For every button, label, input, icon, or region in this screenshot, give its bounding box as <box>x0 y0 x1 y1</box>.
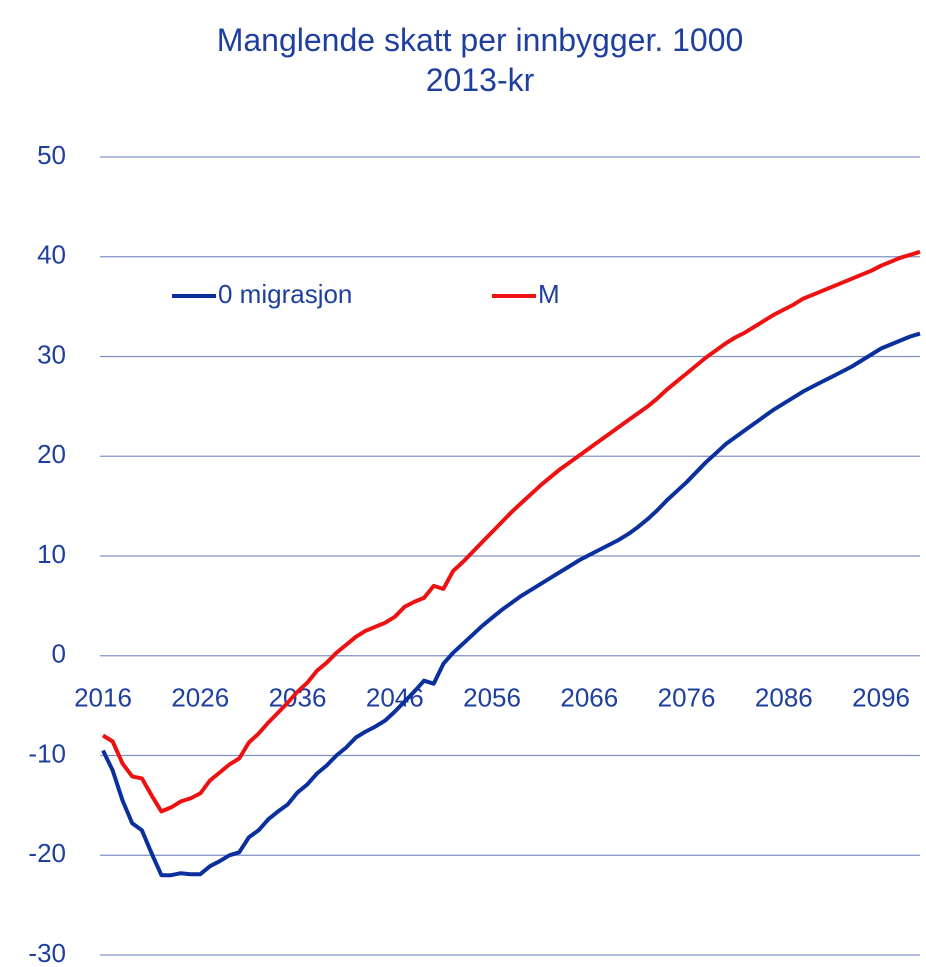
y-tick-label: -20 <box>28 838 66 868</box>
y-tick-label: 30 <box>37 339 66 369</box>
x-tick-label: 2056 <box>463 683 521 713</box>
x-tick-label: 2036 <box>269 683 327 713</box>
x-tick-label: 2076 <box>658 683 716 713</box>
series-line <box>101 331 921 878</box>
legend-label: 0 migrasjon <box>218 279 352 309</box>
y-tick-label: 0 <box>52 639 66 669</box>
series-line <box>101 249 921 814</box>
y-tick-label: 40 <box>37 240 66 270</box>
x-tick-label: 2066 <box>560 683 618 713</box>
chart-title: Manglende skatt per innbygger. 1000 2013… <box>216 22 744 98</box>
y-tick-label: -10 <box>28 738 66 768</box>
x-tick-label: 2096 <box>852 683 910 713</box>
x-tick-label: 2016 <box>74 683 132 713</box>
x-tick-label: 2046 <box>366 683 424 713</box>
x-tick-label: 2086 <box>755 683 813 713</box>
legend-label: M <box>538 279 560 309</box>
y-tick-label: 50 <box>37 140 66 170</box>
y-tick-label: 10 <box>37 539 66 569</box>
x-tick-label: 2026 <box>171 683 229 713</box>
y-tick-label: -30 <box>28 938 66 967</box>
y-tick-label: 20 <box>37 439 66 469</box>
